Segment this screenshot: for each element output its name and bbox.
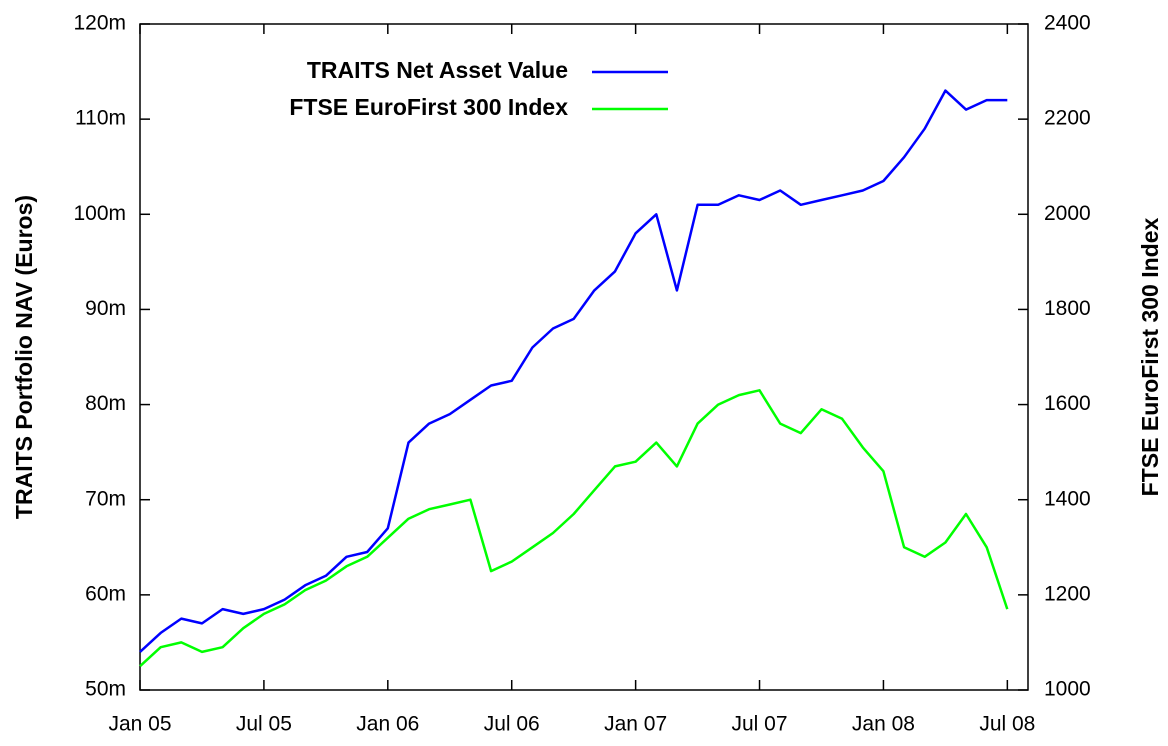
x-tick-label: Jan 07: [604, 713, 667, 736]
x-tick-label: Jul 07: [732, 713, 788, 736]
y2-axis-label: FTSE EuroFirst 300 Index: [1137, 217, 1163, 496]
x-tick-label: Jul 05: [236, 713, 292, 736]
y-tick-label: 100m: [73, 202, 126, 225]
y2-tick-label: 1600: [1044, 392, 1091, 415]
y-tick-label: 120m: [73, 12, 126, 35]
x-tick-label: Jul 06: [484, 713, 540, 736]
y-tick-label: 60m: [85, 582, 126, 605]
y2-tick-label: 1800: [1044, 297, 1091, 320]
x-tick-label: Jul 08: [979, 713, 1035, 736]
y2-tick-label: 2200: [1044, 107, 1091, 130]
y2-tick-label: 1200: [1044, 582, 1091, 605]
y-tick-label: 50m: [85, 678, 126, 701]
y-tick-label: 110m: [75, 107, 126, 130]
y-axis-label: TRAITS Portfolio NAV (Euros): [11, 195, 37, 519]
y2-tick-label: 1400: [1044, 487, 1091, 510]
series-line: [139, 89, 1008, 653]
y2-tick-label: 2400: [1044, 12, 1091, 35]
series-line: [139, 389, 1009, 668]
plot-frame: [139, 23, 1029, 691]
y-tick-label: 70m: [85, 487, 126, 510]
y2-tick-label: 2000: [1044, 202, 1091, 225]
y-tick-label: 80m: [85, 392, 126, 415]
y-tick-label: 90m: [85, 297, 126, 320]
legend-label: FTSE EuroFirst 300 Index: [289, 94, 568, 120]
x-tick-label: Jan 05: [108, 713, 171, 736]
y2-tick-label: 1000: [1044, 678, 1091, 701]
legend-label: TRAITS Net Asset Value: [307, 57, 568, 83]
x-tick-label: Jan 06: [356, 713, 419, 736]
x-tick-label: Jan 08: [852, 713, 915, 736]
